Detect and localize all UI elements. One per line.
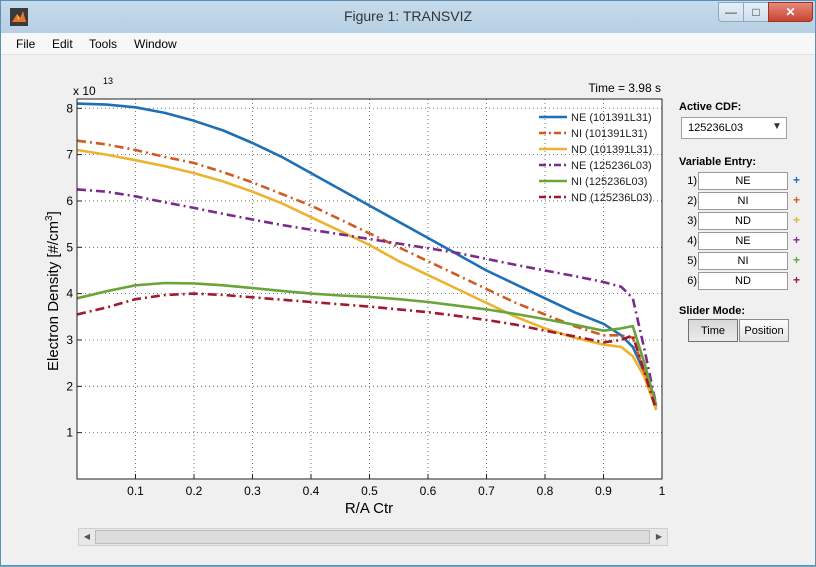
time-slider[interactable]: ◀ ▶	[78, 528, 668, 546]
add-variable-plus-icon[interactable]: +	[793, 213, 801, 227]
window-title: Figure 1: TRANSVIZ	[343, 8, 473, 24]
x-tick-label: 0.3	[244, 484, 261, 498]
time-label: Time = 3.98 s	[588, 81, 661, 95]
exponent-power: 13	[103, 76, 113, 86]
variable-entry-number: 1)	[687, 175, 697, 187]
y-axis-label-main: Electron Density [#/cm	[45, 221, 62, 371]
legend-entry: NE (125236L03)	[571, 160, 652, 172]
slider-thumb[interactable]	[95, 530, 650, 544]
x-tick-labels: 0.1 0.2 0.3 0.4 0.5 0.6 0.7 0.8 0.9 1	[127, 484, 666, 498]
menu-edit[interactable]: Edit	[52, 37, 73, 51]
exponent-base: x 10	[73, 84, 96, 98]
legend-entry: ND (101391L31)	[571, 144, 652, 156]
variable-entry-number: 6)	[687, 275, 697, 287]
matlab-icon	[10, 8, 28, 26]
active-cdf-select[interactable]: 125236L03 ▼	[681, 117, 787, 139]
title-bar: Figure 1: TRANSVIZ — □ ✕	[1, 1, 815, 33]
x-axis-label: R/A Ctr	[345, 500, 393, 517]
y-tick-label: 2	[66, 379, 73, 393]
variable-entry-number: 4)	[687, 235, 697, 247]
x-tick-label: 1	[659, 484, 666, 498]
chevron-right-icon: ▶	[655, 532, 663, 541]
variable-entry-field[interactable]: NE	[698, 172, 788, 190]
minimize-button[interactable]: —	[718, 2, 744, 22]
y-tick-label: 3	[66, 333, 73, 347]
plot-frame	[76, 98, 663, 480]
variable-entry-number: 3)	[687, 215, 697, 227]
variable-entry-field[interactable]: NI	[698, 192, 788, 210]
active-cdf-label: Active CDF:	[679, 101, 742, 113]
series-line-1	[76, 102, 658, 406]
x-tick-label: 0.8	[537, 484, 554, 498]
x-tick-label: 0.4	[303, 484, 320, 498]
variable-entry-number: 5)	[687, 255, 697, 267]
chevron-left-icon: ◀	[83, 532, 91, 541]
y-axis-label-sup: 3	[44, 215, 55, 221]
y-tick-label: 8	[66, 101, 73, 115]
legend: NE (101391L31) NI (101391L31) ND (101391L3…	[539, 112, 652, 204]
y-tick-label: 7	[66, 148, 73, 162]
x-tick-label: 0.9	[595, 484, 612, 498]
active-cdf-value: 125236L03	[688, 122, 744, 134]
close-button[interactable]: ✕	[768, 2, 813, 22]
variable-entry-number: 2)	[687, 195, 697, 207]
legend-entry: ND (125236L03)	[571, 192, 652, 204]
variable-entry-field[interactable]: NI	[698, 252, 788, 270]
add-variable-plus-icon[interactable]: +	[793, 253, 801, 267]
y-tick-label: 5	[66, 240, 73, 254]
x-tick-label: 0.5	[361, 484, 378, 498]
menu-file[interactable]: File	[16, 37, 36, 51]
variable-entry-field[interactable]: ND	[698, 272, 788, 290]
add-variable-plus-icon[interactable]: +	[793, 193, 801, 207]
slider-mode-label: Slider Mode:	[679, 305, 746, 317]
legend-entry: NE (101391L31)	[571, 112, 652, 124]
legend-entry: NI (101391L31)	[571, 128, 647, 140]
add-variable-plus-icon[interactable]: +	[793, 273, 801, 287]
legend-entry: NI (125236L03)	[571, 176, 647, 188]
y-tick-label: 4	[66, 287, 73, 301]
close-icon: ✕	[785, 5, 796, 19]
grid-lines	[77, 99, 663, 479]
variable-entry-field[interactable]: ND	[698, 212, 788, 230]
add-variable-plus-icon[interactable]: +	[793, 173, 801, 187]
maximize-icon: □	[752, 5, 760, 19]
menu-tools[interactable]: Tools	[89, 37, 118, 51]
y-axis-label-end: ]	[45, 211, 62, 215]
x-tick-label: 0.1	[127, 484, 144, 498]
y-tick-labels: 1 2 3 4 5 6 7 8	[66, 101, 73, 439]
menu-bar: File Edit Tools Window	[1, 33, 815, 55]
variable-entry-field[interactable]: NE	[698, 232, 788, 250]
y-tick-label: 6	[66, 194, 73, 208]
series-lines	[76, 102, 658, 410]
slider-mode-time-button[interactable]: Time	[688, 319, 738, 342]
x-tick-label: 0.2	[186, 484, 203, 498]
add-variable-plus-icon[interactable]: +	[793, 233, 801, 247]
series-line-4	[76, 188, 658, 406]
series-line-5	[76, 281, 658, 406]
y-tick-label: 1	[66, 426, 73, 440]
x-tick-label: 0.7	[478, 484, 495, 498]
slider-left-arrow[interactable]: ◀	[79, 529, 95, 545]
series-line-6	[76, 292, 658, 410]
y-axis-label: Electron Density [#/cm3]	[44, 211, 62, 371]
menu-window[interactable]: Window	[134, 37, 177, 51]
x-tick-label: 0.6	[420, 484, 437, 498]
series-line-2	[76, 139, 658, 408]
variable-entry-label: Variable Entry:	[679, 156, 757, 168]
slider-right-arrow[interactable]: ▶	[651, 529, 667, 545]
slider-mode-position-button[interactable]: Position	[739, 319, 789, 342]
minimize-icon: —	[725, 5, 737, 19]
series-line-3	[76, 148, 658, 410]
chevron-down-icon: ▼	[772, 121, 782, 132]
